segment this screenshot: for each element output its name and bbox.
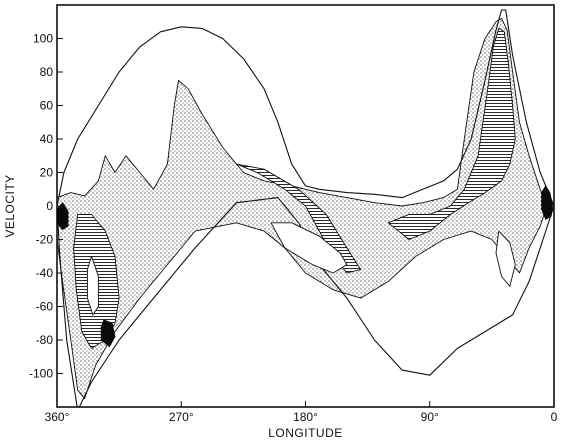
contour-hole-9	[495, 230, 516, 287]
contour-solid-6	[100, 319, 116, 348]
y-tick-label-10: -100	[29, 367, 53, 381]
y-tick-label-2: 60	[40, 99, 54, 113]
y-axis-title: VELOCITY	[3, 174, 17, 237]
y-tick-label-0: 100	[33, 32, 53, 46]
y-tick-label-4: 20	[40, 166, 54, 180]
contour-stipple-1	[57, 17, 548, 400]
y-tick-label-6: -20	[36, 233, 54, 247]
ticks-layer: 100 80 60 40 20 0 -20 -40 -60 -80 -100 360° 270° 180°…	[29, 32, 558, 425]
y-tick-label-9: -80	[36, 333, 54, 347]
y-tick-label-8: -60	[36, 300, 54, 314]
contour-hole-8	[270, 222, 348, 274]
x-axis-title: LONGITUDE	[268, 426, 343, 440]
y-tick-label-5: 0	[46, 199, 53, 213]
contour-hole-10	[86, 255, 99, 316]
y-tick-label-3: 40	[40, 132, 54, 146]
x-tick-label-1: 270°	[169, 410, 194, 424]
x-tick-label-3: 90°	[421, 410, 439, 424]
x-tick-label-0: 360°	[45, 410, 70, 424]
x-tick-label-4: 0	[551, 410, 558, 424]
y-tick-label-1: 80	[40, 65, 54, 79]
contour-hatch-4	[387, 27, 516, 240]
contour-solid-7	[541, 185, 553, 220]
contours-layer	[57, 9, 554, 407]
x-tick-label-2: 180°	[293, 410, 318, 424]
contour-solid-5	[57, 202, 69, 230]
y-tick-label-7: -40	[36, 266, 54, 280]
